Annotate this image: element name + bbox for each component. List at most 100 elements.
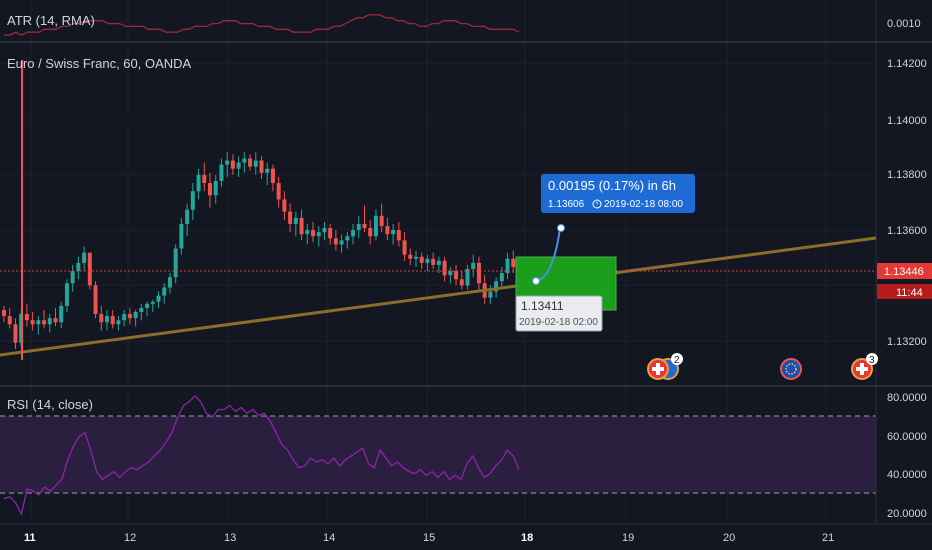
candle-body[interactable]: [494, 281, 499, 292]
candle-body[interactable]: [105, 316, 109, 323]
candle-body[interactable]: [156, 295, 161, 302]
candle-body[interactable]: [459, 279, 464, 286]
candle-body[interactable]: [167, 277, 172, 288]
candle-body[interactable]: [259, 160, 264, 173]
candle-body[interactable]: [488, 291, 493, 298]
event-marker-swiss-2[interactable]: 3: [851, 353, 878, 380]
candle-body[interactable]: [127, 314, 132, 319]
candle-body[interactable]: [42, 320, 47, 325]
rsi-line[interactable]: [3, 394, 520, 517]
candle-body[interactable]: [299, 217, 304, 235]
candle-body[interactable]: [311, 230, 315, 237]
candle-body[interactable]: [236, 162, 241, 169]
candle-body[interactable]: [190, 191, 195, 210]
candle-body[interactable]: [13, 324, 18, 343]
projection-start-point[interactable]: [532, 277, 540, 285]
candle-body[interactable]: [288, 211, 293, 224]
candle-body[interactable]: [316, 232, 321, 237]
candle-body[interactable]: [30, 320, 35, 325]
atr-title[interactable]: ATR (14, RMA): [7, 13, 95, 28]
event-marker-eu[interactable]: [780, 358, 802, 380]
atr-line[interactable]: [4, 14, 520, 36]
candle-body[interactable]: [373, 215, 378, 237]
candle-body[interactable]: [99, 314, 104, 323]
candle-body[interactable]: [414, 256, 418, 259]
candle-body[interactable]: [7, 316, 12, 325]
candle-body[interactable]: [328, 228, 333, 239]
candle-body[interactable]: [59, 305, 64, 323]
candle-body[interactable]: [139, 307, 144, 313]
candle-body[interactable]: [293, 217, 298, 224]
event-marker-swiss-1[interactable]: 2: [647, 353, 683, 380]
candle-body[interactable]: [396, 230, 401, 241]
candle-body[interactable]: [454, 271, 459, 280]
candle-body[interactable]: [185, 209, 190, 224]
price-axis[interactable]: 1.14200 1.14000 1.13800 1.13600 1.13200: [887, 58, 927, 348]
candle-body[interactable]: [282, 199, 287, 212]
rsi-title[interactable]: RSI (14, close): [7, 397, 93, 412]
candle-body[interactable]: [431, 258, 436, 265]
candle-body[interactable]: [47, 318, 52, 325]
candle-body[interactable]: [322, 228, 327, 233]
candle-body[interactable]: [116, 320, 121, 325]
candle-body[interactable]: [448, 271, 453, 276]
candle-body[interactable]: [402, 240, 407, 255]
candle-body[interactable]: [122, 314, 127, 321]
candle-body[interactable]: [202, 174, 207, 184]
candle-body[interactable]: [173, 248, 178, 278]
candle-body[interactable]: [425, 258, 430, 263]
candle-body[interactable]: [53, 318, 58, 323]
candle-body[interactable]: [145, 303, 150, 308]
candle-body[interactable]: [36, 320, 41, 325]
projection-start-tooltip[interactable]: 1.13411 2019-02-18 02:00: [515, 295, 603, 332]
candle-body[interactable]: [265, 168, 270, 173]
time-axis[interactable]: 11 12 13 14 15 18 19 20 21: [24, 532, 834, 544]
candle-body[interactable]: [64, 283, 69, 306]
candle-body[interactable]: [385, 226, 390, 235]
candle-body[interactable]: [362, 223, 367, 229]
candle-body[interactable]: [442, 260, 447, 276]
candle-body[interactable]: [70, 271, 75, 284]
candle-body[interactable]: [476, 262, 481, 284]
candle-body[interactable]: [351, 230, 356, 237]
candle-body[interactable]: [230, 160, 235, 169]
candle-body[interactable]: [379, 215, 384, 227]
candle-body[interactable]: [2, 309, 6, 317]
candle-body[interactable]: [356, 223, 361, 231]
projection-end-point[interactable]: [557, 224, 565, 232]
atr-axis[interactable]: 0.0010: [887, 18, 921, 30]
trendline[interactable]: [0, 236, 877, 357]
candle-body[interactable]: [82, 252, 87, 263]
candle-body[interactable]: [253, 160, 258, 167]
current-price-tag[interactable]: 1.13446 11:44: [877, 263, 932, 299]
candle-body[interactable]: [391, 230, 396, 235]
candle-body[interactable]: [465, 269, 470, 286]
candle-body[interactable]: [511, 258, 516, 267]
candle-body[interactable]: [471, 262, 476, 270]
candle-body[interactable]: [110, 316, 115, 325]
candle-body[interactable]: [345, 236, 350, 241]
candle-body[interactable]: [150, 301, 155, 304]
candle-body[interactable]: [225, 160, 230, 165]
candle-body[interactable]: [436, 260, 441, 265]
candle-body[interactable]: [408, 254, 413, 259]
rsi-axis[interactable]: 80.0000 60.0000 40.0000 20.0000: [887, 392, 927, 520]
candle-body[interactable]: [133, 312, 138, 319]
candle-body[interactable]: [333, 238, 338, 245]
candle-body[interactable]: [208, 183, 212, 196]
candlestick-series[interactable]: [2, 152, 521, 349]
candle-body[interactable]: [305, 230, 310, 235]
candle-body[interactable]: [93, 285, 98, 315]
candle-body[interactable]: [213, 180, 218, 196]
candle-body[interactable]: [219, 164, 224, 181]
candle-body[interactable]: [270, 168, 275, 184]
projection-callout[interactable]: 0.00195 (0.17%) in 6h 1.13606 2019-02-18…: [541, 174, 695, 213]
candle-body[interactable]: [419, 256, 424, 263]
candle-body[interactable]: [505, 258, 510, 274]
candle-body[interactable]: [162, 287, 167, 296]
candle-body[interactable]: [339, 240, 344, 245]
symbol-title[interactable]: Euro / Swiss Franc, 60, OANDA: [7, 56, 192, 71]
candle-body[interactable]: [179, 223, 184, 249]
candle-body[interactable]: [248, 158, 253, 167]
